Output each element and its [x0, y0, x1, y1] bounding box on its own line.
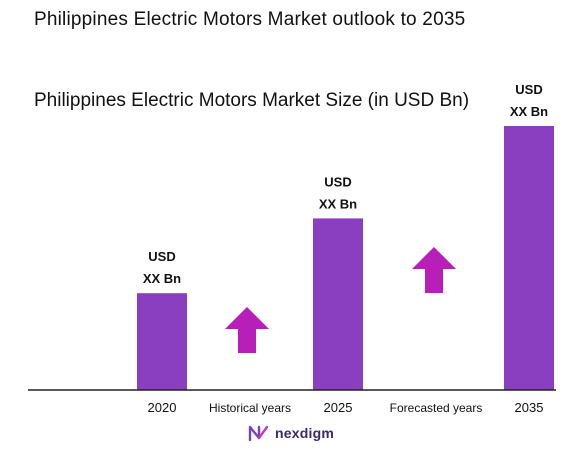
- bar-2035: [504, 126, 554, 390]
- data-label-2035-line1: USD: [515, 82, 542, 97]
- x-tick-label-2025: 2025: [324, 400, 353, 415]
- growth-arrow-historical-icon: [225, 307, 269, 353]
- bar-2025: [313, 218, 363, 390]
- data-label-2020-line2: XX Bn: [143, 271, 181, 286]
- chart-subtitle: Philippines Electric Motors Market Size …: [34, 90, 470, 111]
- data-label-2035-line2: XX Bn: [510, 104, 548, 119]
- period-label-historical: Historical years: [209, 401, 291, 415]
- chart-title: Philippines Electric Motors Market outlo…: [34, 9, 466, 30]
- bar-2020: [137, 293, 187, 390]
- brand-name: nexdigm: [275, 425, 334, 441]
- data-label-2025-line2: XX Bn: [319, 196, 357, 211]
- brand-logo: nexdigm: [248, 424, 334, 442]
- growth-arrow-forecasted-icon: [412, 247, 456, 293]
- period-label-forecasted: Forecasted years: [390, 401, 483, 415]
- nexdigm-logo-icon: [248, 425, 269, 442]
- data-label-2020-line1: USD: [148, 249, 175, 264]
- x-tick-label-2035: 2035: [515, 400, 544, 415]
- data-label-2025-line1: USD: [324, 174, 351, 189]
- x-tick-label-2020: 2020: [148, 400, 177, 415]
